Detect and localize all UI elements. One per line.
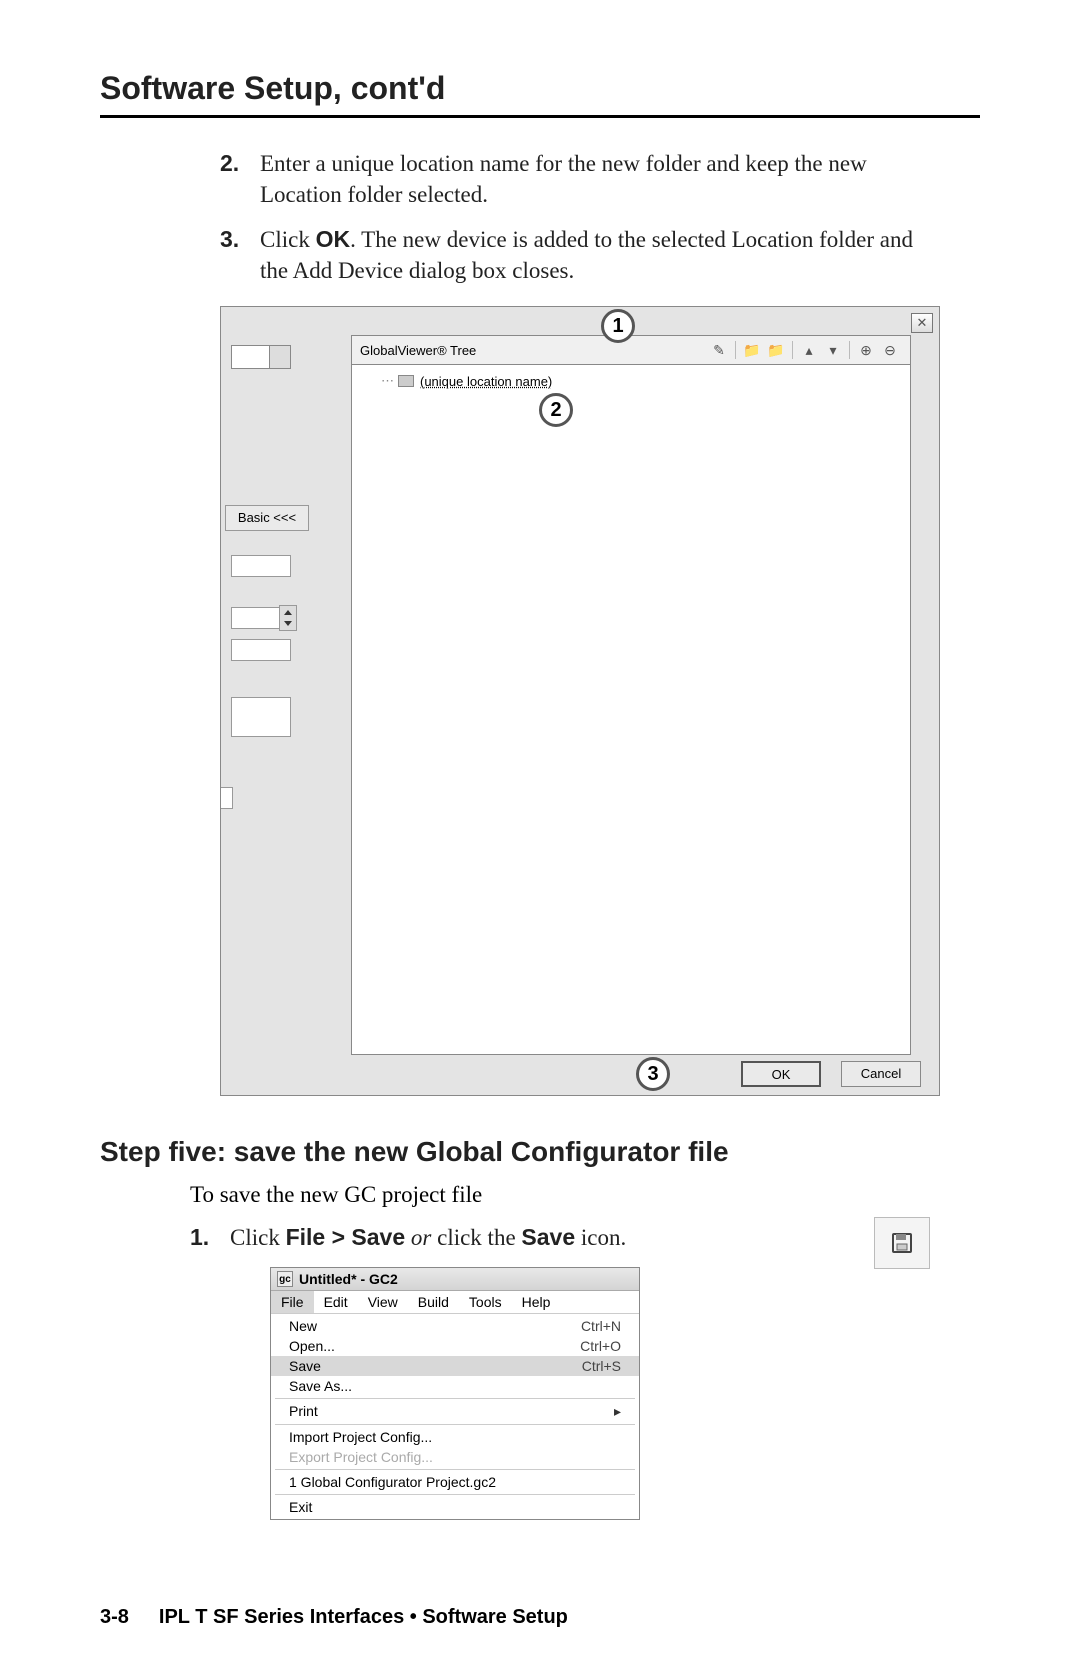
menu-item-shortcut: Ctrl+S bbox=[582, 1358, 621, 1374]
menu-separator bbox=[275, 1398, 635, 1399]
app-icon: gc bbox=[277, 1271, 293, 1287]
menu-item-label: Import Project Config... bbox=[289, 1429, 621, 1445]
tree-panel bbox=[351, 335, 911, 1055]
menu-item[interactable]: Open...Ctrl+O bbox=[271, 1336, 639, 1356]
menu-item-label: 1 Global Configurator Project.gc2 bbox=[289, 1474, 621, 1490]
menu-item-label: New bbox=[289, 1318, 581, 1334]
menu-separator bbox=[275, 1469, 635, 1470]
basic-button[interactable]: Basic <<< bbox=[225, 505, 309, 531]
step-number: 2. bbox=[220, 148, 260, 210]
minus-icon[interactable]: ⊖ bbox=[881, 341, 899, 359]
menu-item-label: Exit bbox=[289, 1499, 621, 1515]
menubar-item[interactable]: Help bbox=[512, 1291, 561, 1313]
menubar-item[interactable]: Edit bbox=[314, 1291, 358, 1313]
step-item: 3.Click OK. The new device is added to t… bbox=[220, 224, 940, 286]
menu-item[interactable]: Print▸ bbox=[271, 1401, 639, 1422]
text-field[interactable] bbox=[231, 639, 291, 661]
file-menu-screenshot: gc Untitled* - GC2 FileEditViewBuildTool… bbox=[270, 1267, 640, 1520]
step-text: Click File > Save or click the Save icon… bbox=[230, 1222, 940, 1253]
submenu-arrow-icon: ▸ bbox=[614, 1403, 621, 1420]
dialog-screenshot: ✕ Basic <<< GlobalViewer® Tree ✎ 📁 📁 ▴ ▾… bbox=[220, 306, 940, 1096]
tree-toolbar: GlobalViewer® Tree ✎ 📁 📁 ▴ ▾ ⊕ ⊖ bbox=[351, 335, 911, 365]
menu-item: Export Project Config... bbox=[271, 1447, 639, 1467]
ok-button[interactable]: OK bbox=[741, 1061, 821, 1087]
text-field[interactable] bbox=[221, 787, 233, 809]
folder-icon bbox=[398, 375, 414, 387]
step-item: 1.Click File > Save or click the Save ic… bbox=[190, 1222, 940, 1253]
menu-item[interactable]: Save As... bbox=[271, 1376, 639, 1396]
menubar-item[interactable]: Tools bbox=[459, 1291, 512, 1313]
dropdown-field[interactable] bbox=[231, 345, 291, 369]
menubar-item[interactable]: File bbox=[271, 1291, 314, 1313]
header-rule bbox=[100, 115, 980, 118]
step-number: 1. bbox=[190, 1222, 230, 1253]
menu-item-label: Export Project Config... bbox=[289, 1449, 621, 1465]
plus-icon[interactable]: ⊕ bbox=[857, 341, 875, 359]
close-icon[interactable]: ✕ bbox=[911, 313, 933, 333]
page-header-title: Software Setup, cont'd bbox=[100, 70, 980, 107]
text-field[interactable] bbox=[231, 555, 291, 577]
menu-item[interactable]: 1 Global Configurator Project.gc2 bbox=[271, 1472, 639, 1492]
folder-icon[interactable]: 📁 bbox=[743, 341, 761, 359]
callout-3: 3 bbox=[636, 1057, 670, 1091]
cancel-button[interactable]: Cancel bbox=[841, 1061, 921, 1087]
step-text: Enter a unique location name for the new… bbox=[260, 148, 940, 210]
pencil-icon[interactable]: ✎ bbox=[710, 341, 728, 359]
menu-item-shortcut: Ctrl+O bbox=[580, 1338, 621, 1354]
page-number: 3-8 bbox=[100, 1606, 129, 1629]
menu-item[interactable]: Import Project Config... bbox=[271, 1427, 639, 1447]
tree-item-label: (unique location name) bbox=[420, 374, 552, 389]
footer-text: IPL T SF Series Interfaces • Software Se… bbox=[159, 1606, 568, 1629]
text-field[interactable] bbox=[231, 697, 291, 737]
spinner-control[interactable] bbox=[279, 605, 297, 631]
callout-1: 1 bbox=[601, 309, 635, 343]
folder-icon[interactable]: 📁 bbox=[767, 341, 785, 359]
menu-item[interactable]: NewCtrl+N bbox=[271, 1316, 639, 1336]
menu-separator bbox=[275, 1424, 635, 1425]
body-text: To save the new GC project file bbox=[190, 1182, 980, 1208]
menubar-item[interactable]: View bbox=[358, 1291, 408, 1313]
up-icon[interactable]: ▴ bbox=[800, 341, 818, 359]
text-field[interactable] bbox=[231, 607, 281, 629]
menu-item-shortcut: Ctrl+N bbox=[581, 1318, 621, 1334]
menu-item-label: Print bbox=[289, 1403, 614, 1420]
window-titlebar: gc Untitled* - GC2 bbox=[271, 1268, 639, 1291]
window-title: Untitled* - GC2 bbox=[299, 1271, 398, 1287]
menu-item-label: Save bbox=[289, 1358, 582, 1374]
step-title: Step five: save the new Global Configura… bbox=[100, 1136, 980, 1168]
save-icon bbox=[890, 1231, 914, 1255]
step-text: Click OK. The new device is added to the… bbox=[260, 224, 940, 286]
menu-item[interactable]: SaveCtrl+S bbox=[271, 1356, 639, 1376]
menu-item-label: Save As... bbox=[289, 1378, 621, 1394]
menu-item[interactable]: Exit bbox=[271, 1497, 639, 1517]
down-icon[interactable]: ▾ bbox=[824, 341, 842, 359]
step-item: 2.Enter a unique location name for the n… bbox=[220, 148, 940, 210]
callout-2: 2 bbox=[539, 393, 573, 427]
menu-separator bbox=[275, 1494, 635, 1495]
tree-toolbar-label: GlobalViewer® Tree bbox=[360, 343, 476, 358]
save-icon-preview bbox=[874, 1217, 930, 1269]
menubar-item[interactable]: Build bbox=[408, 1291, 459, 1313]
tree-item[interactable]: ⋯ (unique location name) bbox=[381, 373, 552, 389]
step-number: 3. bbox=[220, 224, 260, 286]
menu-item-label: Open... bbox=[289, 1338, 580, 1354]
